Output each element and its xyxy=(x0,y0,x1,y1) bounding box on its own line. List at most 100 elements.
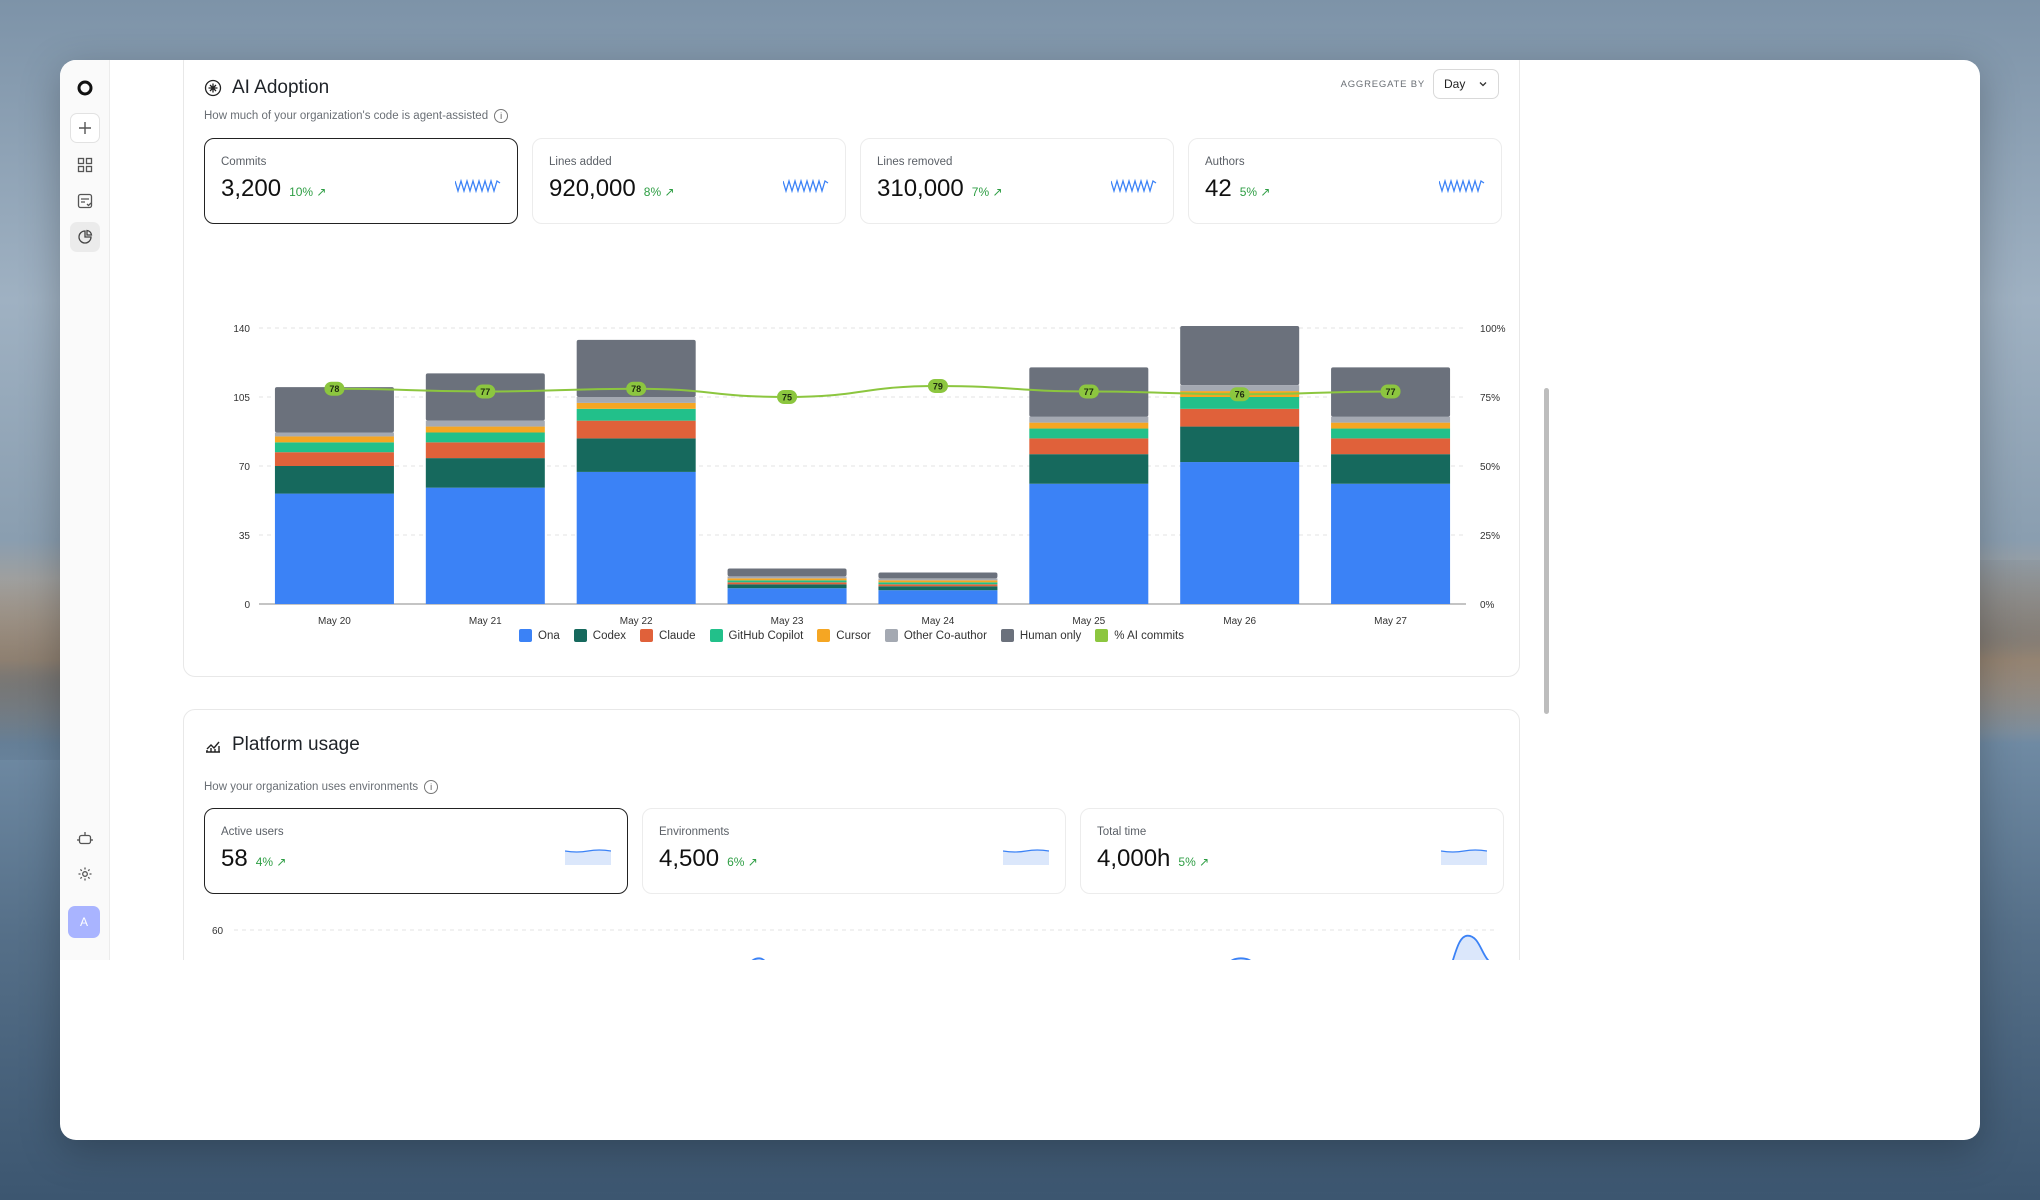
bar-segment xyxy=(1331,483,1451,604)
gear-icon[interactable] xyxy=(70,859,100,889)
x-tick-label: May 26 xyxy=(1223,616,1256,627)
ai-commits-label: 77 xyxy=(1386,387,1396,397)
bar-segment xyxy=(1180,397,1300,409)
ai-adoption-chart: 0 0% 35 25% 70 50% 105 75% 140 100% May 20 May 21 Ma… xyxy=(233,324,1506,627)
stat-card-total-time[interactable]: Total time 4,000h 5% ↗ xyxy=(1080,808,1504,894)
x-tick-label: May 22 xyxy=(620,616,653,627)
stat-card-active-users[interactable]: Active users 58 4% ↗ xyxy=(204,808,628,894)
x-tick-label: May 24 xyxy=(922,616,955,627)
legend-item-ona[interactable]: Ona xyxy=(519,629,560,642)
stat-card-lines-removed[interactable]: Lines removed 310,000 7% ↗ xyxy=(860,138,1174,224)
chart-line-icon xyxy=(206,741,220,753)
sparkle-circle-icon xyxy=(204,79,222,97)
x-tick-label: May 27 xyxy=(1374,616,1407,627)
stat-value: 4,500 xyxy=(659,845,720,872)
stat-delta: 4% ↗ xyxy=(255,855,287,869)
aggregate-select[interactable]: Day xyxy=(1433,69,1499,99)
bar-segment xyxy=(878,586,998,591)
ai-adoption-subtitle: How much of your organization's code is … xyxy=(204,110,489,122)
plus-icon[interactable] xyxy=(70,113,100,143)
platform-usage-subtitle: How your organization uses environments xyxy=(204,781,419,793)
legend-item-human[interactable]: Human only xyxy=(1000,629,1082,642)
stat-delta: 5% ↗ xyxy=(1178,855,1210,869)
bar-segment xyxy=(576,402,696,409)
active-users-chart: 6045 xyxy=(212,926,1496,960)
legend-item-ai-commits[interactable]: % AI commits xyxy=(1095,629,1184,642)
sparkline xyxy=(565,849,611,865)
bar-segment xyxy=(425,442,545,459)
sparkline xyxy=(1003,849,1049,865)
avatar[interactable]: A xyxy=(68,906,100,938)
stat-card-authors[interactable]: Authors 42 5% ↗ xyxy=(1188,138,1502,224)
robot-icon[interactable] xyxy=(70,823,100,853)
y2-tick-label: 100% xyxy=(1480,324,1506,335)
scrollbar[interactable] xyxy=(1544,388,1549,714)
bar-segment xyxy=(1331,438,1451,455)
sparkline xyxy=(783,178,829,194)
info-icon[interactable]: i xyxy=(424,780,439,794)
y2-tick-label: 50% xyxy=(1480,462,1500,473)
x-tick-label: May 20 xyxy=(318,616,351,627)
legend-label: GitHub Copilot xyxy=(728,629,804,642)
bar-segment xyxy=(576,397,696,403)
bar-segment xyxy=(274,442,394,453)
bar-segment xyxy=(1029,483,1149,604)
stat-value: 58 xyxy=(221,845,248,872)
bar-segment xyxy=(1180,462,1300,604)
tasks-icon[interactable] xyxy=(70,186,100,216)
app-window: A AI Adoption How much of your organizat… xyxy=(60,60,1980,1140)
x-tick-label: May 25 xyxy=(1072,616,1105,627)
legend-swatch xyxy=(1000,629,1014,642)
bar-segment xyxy=(274,466,394,494)
legend-item-copilot[interactable]: GitHub Copilot xyxy=(709,629,804,642)
active-users-line xyxy=(751,934,1490,960)
legend-item-codex[interactable]: Codex xyxy=(573,629,626,642)
legend-item-other[interactable]: Other Co-author xyxy=(884,629,987,642)
sparkline xyxy=(455,178,501,194)
bar-segment xyxy=(576,471,696,604)
bar-segment xyxy=(1331,416,1451,423)
bar-segment xyxy=(1180,408,1300,427)
y2-tick-label: 75% xyxy=(1480,393,1500,404)
y2-tick-label: 25% xyxy=(1480,531,1500,542)
card-title: Platform usage xyxy=(204,734,360,756)
ai-adoption-title: AI Adoption xyxy=(232,77,330,98)
bar-segment xyxy=(878,580,998,583)
y-tick-label: 140 xyxy=(233,324,250,335)
y-tick-label: 0 xyxy=(244,600,250,611)
logo-ring-icon[interactable] xyxy=(70,73,100,103)
stat-card-commits[interactable]: Commits 3,200 10% ↗ xyxy=(204,138,518,224)
stat-value: 3,200 xyxy=(221,175,282,202)
stat-value: 920,000 xyxy=(549,175,636,202)
bar-segment xyxy=(727,582,847,585)
bar-segment xyxy=(576,420,696,439)
y-tick-label: 105 xyxy=(233,393,250,404)
chevron-down-icon xyxy=(1479,82,1487,87)
chart-legend: Ona Codex Claude GitHub Copilot Cursor O… xyxy=(184,629,1519,642)
stat-label: Lines removed xyxy=(877,156,953,168)
legend-label: Ona xyxy=(538,629,560,642)
main-content: AI Adoption How much of your organizatio… xyxy=(110,60,1980,960)
stat-label: Active users xyxy=(221,826,284,838)
bar-segment xyxy=(1331,454,1451,484)
info-icon[interactable]: i xyxy=(494,109,509,123)
bar-segment xyxy=(1029,438,1149,455)
bar-segment xyxy=(576,438,696,472)
legend-item-cursor[interactable]: Cursor xyxy=(817,629,871,642)
stat-label: Authors xyxy=(1205,156,1245,168)
ai-adoption-card: AI Adoption How much of your organizatio… xyxy=(183,60,1520,677)
ai-commits-point xyxy=(1380,384,1401,399)
insights-pie-icon[interactable] xyxy=(70,222,100,252)
legend-item-claude[interactable]: Claude xyxy=(640,629,696,642)
bar-segment xyxy=(1029,422,1149,429)
bar-segment xyxy=(1029,416,1149,423)
grid-icon[interactable] xyxy=(70,150,100,180)
stat-card-lines-added[interactable]: Lines added 920,000 8% ↗ xyxy=(532,138,846,224)
ai-commits-label: 77 xyxy=(480,387,490,397)
legend-swatch xyxy=(709,629,723,642)
stat-card-environments[interactable]: Environments 4,500 6% ↗ xyxy=(642,808,1066,894)
legend-label: Human only xyxy=(1019,629,1082,642)
ai-commits-label: 77 xyxy=(1084,387,1094,397)
stat-label: Commits xyxy=(221,156,267,168)
ai-commits-point xyxy=(324,381,345,396)
